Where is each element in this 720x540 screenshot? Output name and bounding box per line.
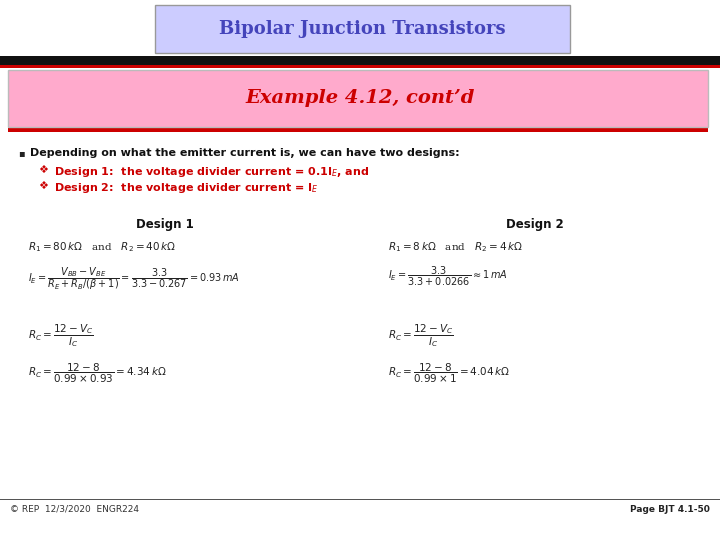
Text: $I_E = \dfrac{3.3}{3.3+0.0266} \approx 1\,mA$: $I_E = \dfrac{3.3}{3.3+0.0266} \approx 1… xyxy=(388,265,508,288)
Text: Page BJT 4.1-50: Page BJT 4.1-50 xyxy=(630,505,710,514)
Text: Design 2: Design 2 xyxy=(506,218,564,231)
Text: ▪: ▪ xyxy=(18,148,24,158)
Text: Depending on what the emitter current is, we can have two designs:: Depending on what the emitter current is… xyxy=(30,148,459,158)
Text: Bipolar Junction Transistors: Bipolar Junction Transistors xyxy=(219,20,505,38)
Text: $R_C = \dfrac{12-8}{0.99 \times 0.93} = 4.34\,k\Omega$: $R_C = \dfrac{12-8}{0.99 \times 0.93} = … xyxy=(28,362,166,385)
Text: $R_C = \dfrac{12-V_C}{I_C}$: $R_C = \dfrac{12-V_C}{I_C}$ xyxy=(388,322,454,349)
Text: Example 4.12, cont’d: Example 4.12, cont’d xyxy=(246,89,474,107)
Text: $R_C = \dfrac{12-8}{0.99 \times 1} = 4.04\,k\Omega$: $R_C = \dfrac{12-8}{0.99 \times 1} = 4.0… xyxy=(388,362,510,385)
Text: $R_1 = 8\,k\Omega$   and   $R_2 = 4\,k\Omega$: $R_1 = 8\,k\Omega$ and $R_2 = 4\,k\Omega… xyxy=(388,240,523,254)
Text: ❖: ❖ xyxy=(38,181,48,191)
Bar xyxy=(0,56,720,65)
Bar xyxy=(0,65,720,68)
Text: ❖: ❖ xyxy=(38,165,48,175)
Bar xyxy=(8,128,708,132)
Bar xyxy=(8,70,708,127)
Bar xyxy=(155,5,570,53)
Text: Design 1:  the voltage divider current = 0.1I$_E$, and: Design 1: the voltage divider current = … xyxy=(54,165,369,179)
Text: Design 2:  the voltage divider current = I$_E$: Design 2: the voltage divider current = … xyxy=(54,181,319,195)
Text: Design 1: Design 1 xyxy=(136,218,194,231)
Text: © REP  12/3/2020  ENGR224: © REP 12/3/2020 ENGR224 xyxy=(10,505,139,514)
Bar xyxy=(0,499,720,500)
Text: $R_C = \dfrac{12-V_C}{I_C}$: $R_C = \dfrac{12-V_C}{I_C}$ xyxy=(28,322,94,349)
Text: $R_1 = 80\,k\Omega$   and   $R_2 = 40\,k\Omega$: $R_1 = 80\,k\Omega$ and $R_2 = 40\,k\Ome… xyxy=(28,240,176,254)
Text: $I_E = \dfrac{V_{BB}-V_{BE}}{R_E+R_B/(\beta+1)} = \dfrac{3.3}{3.3-0.267} = 0.93\: $I_E = \dfrac{V_{BB}-V_{BE}}{R_E+R_B/(\b… xyxy=(28,265,240,292)
